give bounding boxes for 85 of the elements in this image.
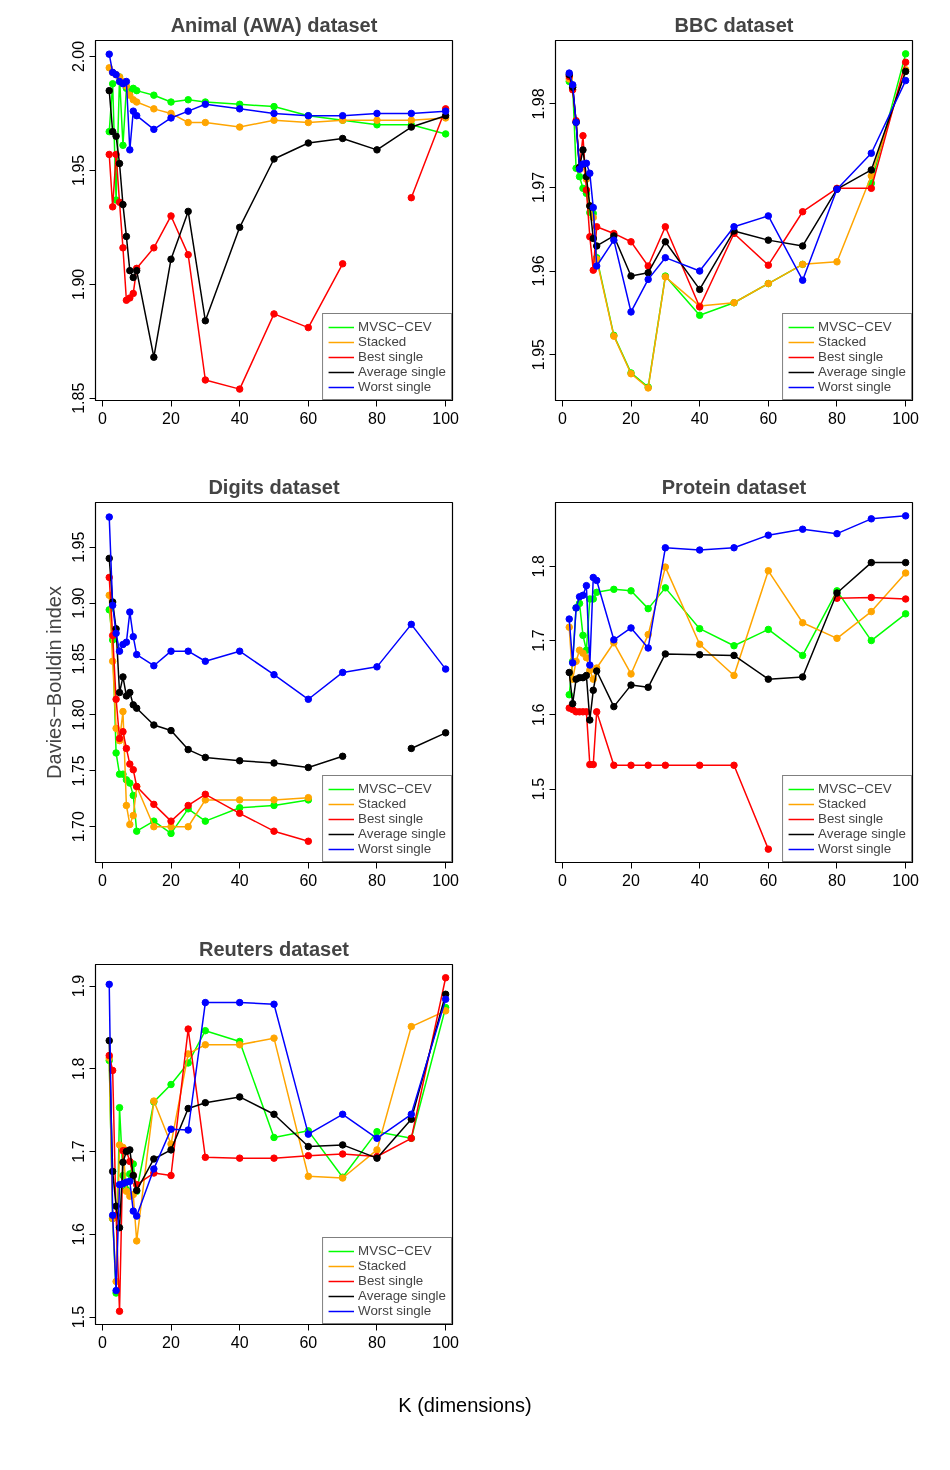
- legend-label: Average single: [818, 364, 906, 379]
- x-tick-label: 80: [828, 409, 846, 427]
- y-tick-label: 1.5: [530, 777, 548, 801]
- y-tick-label: 1.6: [70, 1223, 88, 1246]
- legend-label: Best single: [358, 811, 424, 826]
- legend-label: MVSC−CEV: [358, 1243, 432, 1258]
- legend-label: Average single: [358, 364, 446, 379]
- chart-title: Digits dataset: [208, 475, 340, 498]
- legend-label: Best single: [818, 811, 884, 826]
- y-tick-label: 1.85: [70, 643, 88, 675]
- y-tick-label: 1.75: [70, 755, 88, 787]
- x-tick-label: 20: [162, 1333, 181, 1351]
- x-tick-label: 100: [432, 1333, 460, 1351]
- legend-label: Best single: [818, 349, 884, 364]
- x-tick-label: 100: [432, 871, 460, 889]
- legend-label: Worst single: [358, 1303, 432, 1318]
- x-tick-label: 100: [892, 871, 920, 889]
- x-tick-label: 80: [828, 871, 846, 889]
- x-tick-label: 40: [690, 871, 709, 889]
- x-tick-label: 80: [368, 871, 386, 889]
- x-tick-label: 20: [162, 871, 181, 889]
- x-tick-label: 20: [622, 409, 641, 427]
- y-tick-label: 1.8: [530, 555, 548, 578]
- legend-label: Worst single: [818, 841, 892, 856]
- legend-label: Stacked: [358, 1258, 407, 1273]
- x-tick-label: 80: [368, 409, 386, 427]
- y-tick-label: 1.90: [70, 268, 88, 300]
- legend-label: MVSC−CEV: [358, 319, 432, 334]
- y-tick-label: 1.8: [70, 1057, 88, 1080]
- legend-label: Worst single: [358, 379, 432, 394]
- x-tick-label: 20: [162, 409, 181, 427]
- legend-label: Worst single: [818, 379, 892, 394]
- x-tick-label: 100: [432, 409, 460, 427]
- y-tick-label: 1.96: [530, 255, 548, 287]
- x-tick-label: 60: [299, 871, 318, 889]
- legend-label: MVSC−CEV: [358, 781, 432, 796]
- y-tick-label: 1.9: [70, 974, 88, 998]
- x-tick-label: 80: [368, 1333, 386, 1351]
- x-tick-label: 0: [557, 409, 567, 427]
- x-axis-title: K (dimensions): [398, 1393, 532, 1418]
- x-tick-label: 40: [230, 1333, 249, 1351]
- x-tick-label: 60: [299, 409, 318, 427]
- legend-label: MVSC−CEV: [818, 319, 892, 334]
- chart-title: Animal (AWA) dataset: [170, 13, 378, 36]
- y-tick-label: 1.95: [70, 154, 88, 186]
- chart-title: Reuters dataset: [198, 937, 350, 960]
- legend-label: Worst single: [358, 841, 432, 856]
- x-tick-label: 60: [759, 409, 778, 427]
- x-tick-label: 0: [557, 871, 567, 889]
- x-tick-label: 0: [97, 1333, 107, 1351]
- y-tick-label: 1.95: [530, 338, 548, 371]
- y-tick-label: 1.7: [70, 1140, 88, 1163]
- y-tick-label: 1.95: [70, 531, 88, 563]
- chart-title: Protein dataset: [661, 475, 807, 498]
- legend-label: Stacked: [358, 796, 407, 811]
- chart-title: BBC dataset: [674, 13, 794, 36]
- y-tick-label: 1.85: [70, 382, 88, 414]
- legend-label: Average single: [358, 1288, 446, 1303]
- y-tick-label: 1.98: [530, 88, 548, 120]
- legend-label: Stacked: [358, 334, 407, 349]
- x-tick-label: 40: [690, 409, 709, 427]
- y-tick-label: 1.70: [70, 811, 88, 843]
- legend-label: MVSC−CEV: [818, 781, 892, 796]
- y-tick-label: 1.6: [530, 703, 548, 726]
- x-tick-label: 0: [97, 409, 107, 427]
- y-tick-label: 1.90: [70, 587, 88, 619]
- legend-label: Stacked: [818, 796, 867, 811]
- x-tick-label: 40: [230, 871, 249, 889]
- y-axis-title: Davies−Bouldin index: [42, 586, 65, 779]
- legend-label: Average single: [358, 826, 446, 841]
- y-tick-label: 1.80: [70, 699, 88, 731]
- x-tick-label: 60: [299, 1333, 318, 1351]
- x-tick-label: 60: [759, 871, 778, 889]
- legend-label: Best single: [358, 349, 424, 364]
- legend-label: Average single: [818, 826, 906, 841]
- x-tick-label: 20: [622, 871, 641, 889]
- x-tick-label: 40: [230, 409, 249, 427]
- legend-label: Stacked: [818, 334, 867, 349]
- y-tick-label: 1.97: [530, 171, 548, 204]
- y-tick-label: 1.7: [530, 629, 548, 652]
- x-tick-label: 0: [97, 871, 107, 889]
- y-tick-label: 1.5: [70, 1305, 88, 1329]
- x-tick-label: 100: [892, 409, 920, 427]
- y-tick-label: 2.00: [70, 40, 88, 73]
- legend-label: Best single: [358, 1273, 424, 1288]
